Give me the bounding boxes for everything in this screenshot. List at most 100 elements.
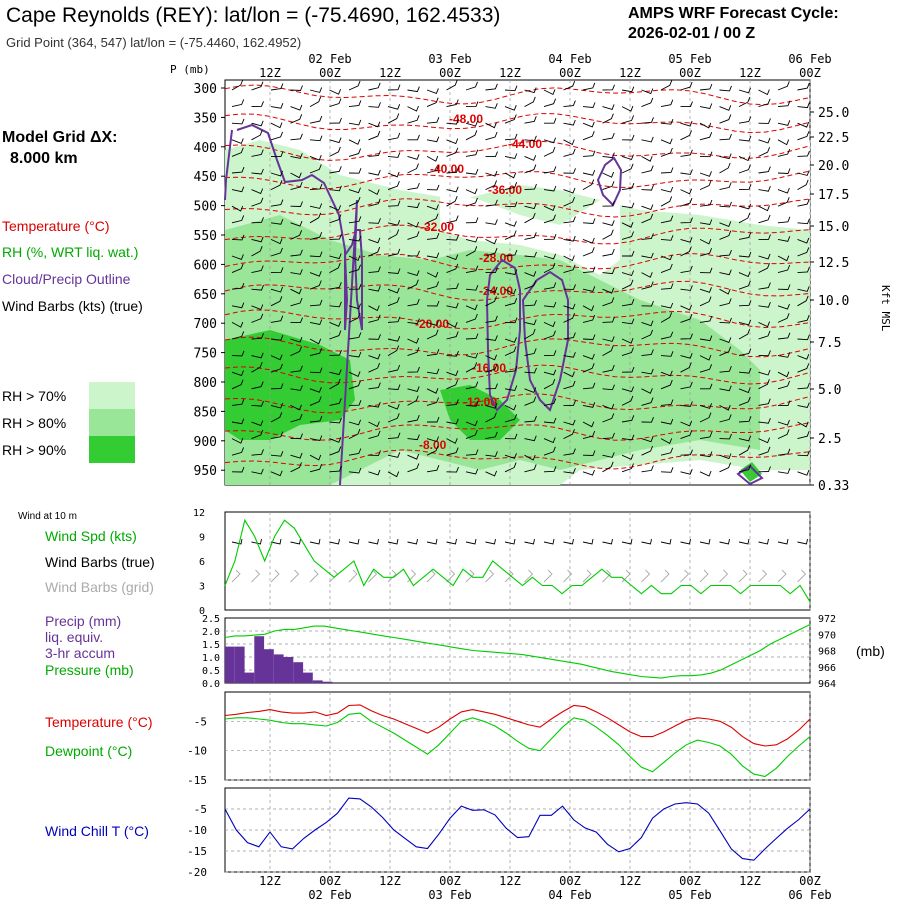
wind-barb — [660, 254, 673, 261]
wind-barb-grid — [504, 569, 514, 583]
wind-barb — [270, 335, 284, 341]
wind-barb — [719, 288, 731, 295]
wind-barb — [426, 165, 440, 174]
wind-barb — [251, 236, 264, 243]
wind-barb — [758, 350, 771, 357]
wind-barb — [543, 234, 557, 240]
wind-barb — [446, 418, 459, 425]
wind-barb — [368, 198, 381, 207]
wind-barb — [231, 166, 245, 174]
wind-barb — [290, 336, 303, 343]
wind-barb — [290, 104, 303, 111]
wind-barb — [621, 395, 634, 406]
wind-barb — [465, 333, 479, 340]
wind-barb — [270, 354, 283, 361]
temperature-contour — [224, 252, 811, 271]
wind-barb — [680, 333, 693, 340]
wind-barb-grid — [368, 569, 378, 583]
wind-barb — [407, 298, 420, 307]
pressure-tick-label: 800 — [194, 376, 217, 391]
wind-barb — [387, 287, 400, 294]
wind-barb — [719, 346, 732, 357]
wind-barb — [387, 132, 401, 141]
wind-barb — [368, 382, 381, 390]
wind-barb — [719, 105, 732, 111]
wind-barb — [329, 321, 342, 327]
wind-barb — [504, 385, 518, 392]
wind-barb — [524, 155, 537, 161]
wind-barb — [641, 436, 654, 443]
wind-barb — [738, 96, 751, 108]
wind-barb — [309, 435, 323, 442]
wind-barb — [641, 281, 654, 290]
wind-barb — [524, 299, 537, 307]
wind-barb — [543, 398, 557, 406]
wind-barb — [621, 299, 635, 307]
wind-barb — [426, 136, 440, 143]
wind-barb-true — [270, 538, 282, 545]
wind-barb — [504, 453, 517, 459]
wind-barb-grid — [290, 569, 300, 583]
wind-barb — [485, 403, 498, 409]
wind-barb — [504, 249, 518, 257]
wind-barb — [543, 262, 556, 274]
wind-barb — [543, 205, 556, 212]
legend-wind: Wind Barbs (kts) (true) — [2, 298, 143, 314]
wind-barb — [602, 200, 615, 207]
wind-barb — [504, 346, 517, 357]
wind-barb — [563, 303, 576, 310]
precip-ytick-label: 1.5 — [202, 640, 220, 651]
wind-barb — [485, 315, 498, 323]
wind-barb-grid — [797, 569, 807, 583]
wind-barb — [446, 263, 459, 274]
wind-barb — [738, 348, 752, 357]
wind-barb — [797, 315, 810, 323]
wind-barb — [758, 321, 771, 328]
wind-barb — [738, 300, 752, 307]
wind-barb — [660, 467, 674, 473]
wind-barb — [777, 448, 791, 456]
wind-barb — [680, 169, 693, 175]
wind-barb — [309, 203, 323, 209]
temperature-contour-label: -40.00 — [430, 162, 464, 176]
station-title: Cape Reynolds (REY): lat/lon = (-75.4690… — [6, 4, 500, 27]
wind-barb — [797, 170, 810, 176]
mb-unit-label: (mb) — [856, 643, 885, 659]
wind-barb — [426, 388, 439, 394]
wind-barb-grid — [563, 569, 573, 583]
wind-barb-true — [465, 538, 477, 545]
wind-barb — [660, 447, 674, 456]
wind-barb — [719, 182, 732, 191]
rh80-label: RH > 80% — [2, 415, 66, 431]
wind-barb — [426, 204, 439, 211]
wind-barb — [660, 379, 673, 390]
wind10-ytick-label: 9 — [199, 533, 205, 544]
wind-barb — [738, 232, 752, 240]
precip-bar — [264, 649, 274, 683]
wind-barb — [777, 100, 791, 108]
wind-barb — [426, 213, 439, 224]
wind-barb — [504, 269, 518, 276]
precip-bar — [322, 681, 333, 683]
wind-barb — [563, 429, 575, 440]
wind-barb — [758, 118, 771, 124]
wind-barb — [719, 433, 732, 440]
wind-barb — [407, 115, 420, 124]
wind-barb — [348, 119, 362, 126]
wind-barb — [251, 101, 264, 108]
temp-ytick-label: -10 — [187, 745, 207, 758]
wind-barb — [387, 471, 400, 478]
precip-bar — [283, 657, 294, 683]
wind-barb — [641, 397, 654, 406]
wind-barb — [777, 139, 790, 146]
wind-barb — [251, 400, 264, 407]
wind-barb — [641, 117, 654, 124]
wind-barb — [758, 214, 771, 224]
wind-barb — [699, 83, 713, 91]
wind-barb — [680, 420, 693, 427]
wind-barb — [563, 264, 576, 274]
wind-barb — [270, 383, 284, 390]
wind-barb — [797, 402, 810, 409]
wind-barb — [660, 99, 674, 108]
wind-barb — [758, 89, 770, 96]
